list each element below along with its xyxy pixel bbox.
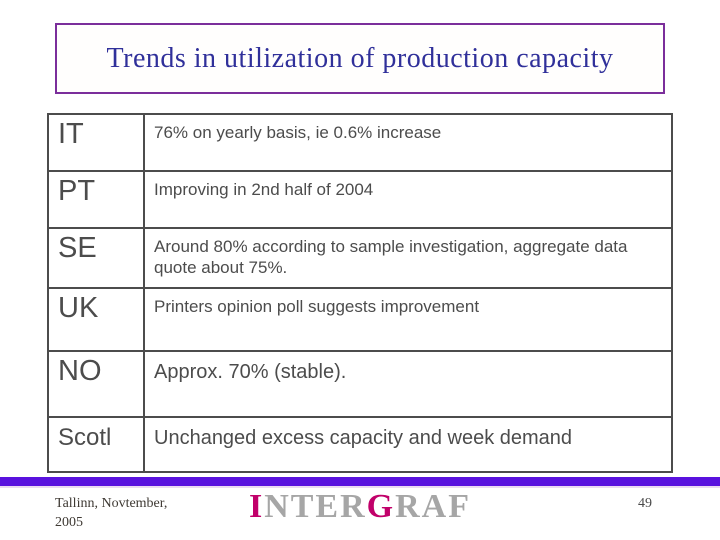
table-row: NO Approx. 70% (stable). bbox=[49, 350, 671, 416]
table-row: SE Around 80% according to sample invest… bbox=[49, 227, 671, 287]
footer-date-line2: 2005 bbox=[55, 515, 83, 530]
slide-title: Trends in utilization of production capa… bbox=[106, 42, 614, 74]
description-cell: Unchanged excess capacity and week deman… bbox=[154, 427, 573, 449]
title-box: Trends in utilization of production capa… bbox=[55, 23, 665, 94]
footer-date-line1: Tallinn, Novtember, bbox=[55, 496, 168, 511]
table-row: IT 76% on yearly basis, ie 0.6% increase bbox=[49, 115, 671, 170]
country-cell: PT bbox=[49, 172, 145, 227]
table-row: UK Printers opinion poll suggests improv… bbox=[49, 287, 671, 350]
logo-letter-g: G bbox=[366, 488, 396, 525]
table-row: Scotl Unchanged excess capacity and week… bbox=[49, 416, 671, 471]
country-cell: NO bbox=[49, 352, 145, 416]
capacity-table: IT 76% on yearly basis, ie 0.6% increase… bbox=[47, 113, 673, 473]
footer-divider-bar bbox=[0, 477, 720, 488]
footer-date: Tallinn, Novtember, 2005 bbox=[55, 494, 215, 532]
logo-letters-raf: RAF bbox=[395, 488, 472, 525]
description-cell: 76% on yearly basis, ie 0.6% increase bbox=[154, 123, 442, 142]
country-cell: IT bbox=[49, 115, 145, 170]
country-cell: UK bbox=[49, 289, 145, 350]
table-row: PT Improving in 2nd half of 2004 bbox=[49, 170, 671, 227]
page-number: 49 bbox=[638, 496, 652, 511]
description-cell: Approx. 70% (stable). bbox=[154, 361, 347, 383]
intergraf-logo: INTERGRAF bbox=[0, 490, 720, 524]
description-cell: Printers opinion poll suggests improveme… bbox=[154, 297, 480, 316]
logo-letter-i: I bbox=[248, 488, 265, 525]
country-cell: SE bbox=[49, 229, 145, 287]
logo-letters-nter: NTER bbox=[264, 488, 367, 525]
description-cell: Around 80% according to sample investiga… bbox=[154, 237, 628, 278]
country-cell: Scotl bbox=[49, 418, 145, 471]
description-cell: Improving in 2nd half of 2004 bbox=[154, 180, 374, 199]
